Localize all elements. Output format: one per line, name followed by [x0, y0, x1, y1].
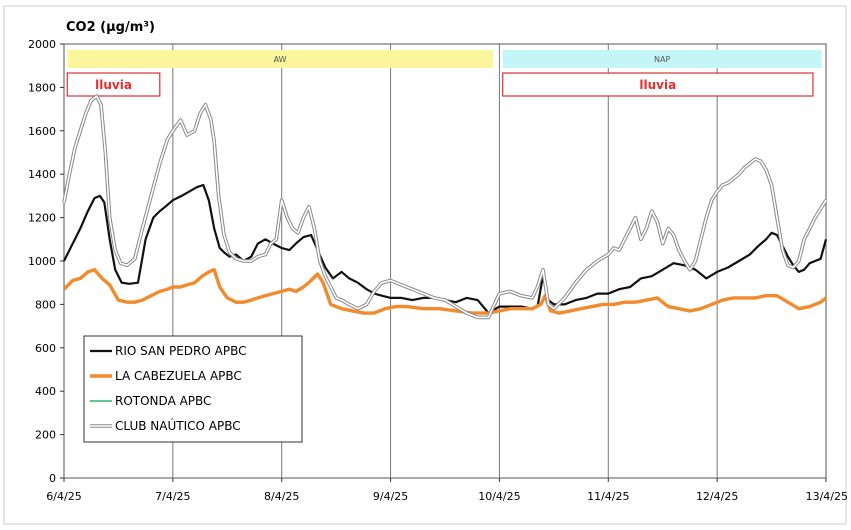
band-label-0: AW: [274, 55, 287, 64]
y-tick-label-5: 1000: [28, 255, 56, 268]
y-tick-label-0: 0: [49, 472, 56, 485]
y-tick-label-10: 2000: [28, 38, 56, 51]
x-tick-label-4: 10/4/25: [478, 490, 520, 503]
y-tick-label-4: 800: [35, 298, 56, 311]
x-tick-label-6: 12/4/25: [696, 490, 738, 503]
y-tick-label-6: 1200: [28, 212, 56, 225]
y-tick-label-3: 600: [35, 342, 56, 355]
x-tick-label-5: 11/4/25: [587, 490, 629, 503]
x-tick-label-7: 13/4/25: [806, 490, 848, 503]
chart-title: CO2 (µg/m³): [66, 20, 155, 35]
legend-label-3: CLUB NAÚTICO APBC: [115, 418, 241, 433]
y-tick-label-8: 1600: [28, 125, 56, 138]
y-tick-label-7: 1400: [28, 168, 56, 181]
x-tick-label-2: 8/4/25: [264, 490, 299, 503]
rain-label-1: lluvia: [639, 78, 676, 92]
y-tick-label-9: 1800: [28, 81, 56, 94]
legend: RIO SAN PEDRO APBC LA CABEZUELA APBC ROTON…: [84, 336, 302, 442]
y-tick-label-1: 200: [35, 429, 56, 442]
x-tick-label-0: 6/4/25: [46, 490, 81, 503]
x-tick-label-3: 9/4/25: [373, 490, 408, 503]
rain-label-0: lluvia: [95, 78, 132, 92]
legend-label-2: ROTONDA APBC: [115, 394, 211, 408]
legend-label-0: RIO SAN PEDRO APBC: [115, 344, 246, 358]
y-tick-label-2: 400: [35, 385, 56, 398]
legend-label-1: LA CABEZUELA APBC: [115, 369, 242, 383]
band-label-1: NAP: [654, 55, 670, 64]
x-tick-label-1: 7/4/25: [155, 490, 190, 503]
